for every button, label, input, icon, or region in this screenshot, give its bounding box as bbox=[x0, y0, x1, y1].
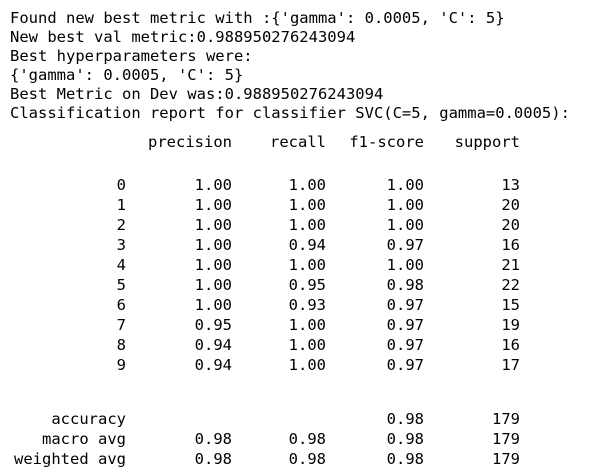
row-recall: 1.00 bbox=[288, 176, 326, 194]
log-line: Best hyperparameters were: bbox=[10, 47, 253, 65]
row-support: 15 bbox=[501, 296, 520, 314]
row-f1: 0.97 bbox=[386, 316, 424, 334]
row-label: 4 bbox=[116, 256, 126, 274]
row-label: weighted avg bbox=[14, 450, 126, 468]
row-precision: 0.94 bbox=[194, 336, 232, 354]
row-recall: 1.00 bbox=[288, 316, 326, 334]
row-precision: 1.00 bbox=[194, 216, 232, 234]
row-label: 3 bbox=[116, 236, 126, 254]
row-support: 13 bbox=[501, 176, 520, 194]
row-f1: 0.97 bbox=[386, 356, 424, 374]
row-precision: 0.98 bbox=[194, 450, 232, 468]
row-recall: 1.00 bbox=[288, 196, 326, 214]
row-f1: 0.97 bbox=[386, 336, 424, 354]
row-f1: 1.00 bbox=[386, 216, 424, 234]
row-f1: 1.00 bbox=[386, 256, 424, 274]
header-f1-score: f1-score bbox=[349, 133, 424, 151]
row-support: 20 bbox=[501, 216, 520, 234]
row-support: 16 bbox=[501, 236, 520, 254]
row-f1: 1.00 bbox=[386, 196, 424, 214]
row-label: 9 bbox=[116, 356, 126, 374]
row-recall: 0.98 bbox=[288, 450, 326, 468]
row-precision: 1.00 bbox=[194, 196, 232, 214]
row-support: 16 bbox=[501, 336, 520, 354]
row-precision: 1.00 bbox=[194, 296, 232, 314]
row-f1: 0.98 bbox=[386, 276, 424, 294]
row-precision: 0.98 bbox=[194, 430, 232, 448]
row-recall: 1.00 bbox=[288, 256, 326, 274]
row-precision: 1.00 bbox=[194, 276, 232, 294]
row-precision: 0.95 bbox=[194, 316, 232, 334]
row-support: 19 bbox=[501, 316, 520, 334]
header-recall: recall bbox=[270, 133, 326, 151]
row-f1: 0.98 bbox=[386, 410, 424, 428]
log-line: {'gamma': 0.0005, 'C': 5} bbox=[10, 66, 244, 84]
row-support: 20 bbox=[501, 196, 520, 214]
row-f1: 0.98 bbox=[386, 430, 424, 448]
row-recall: 1.00 bbox=[288, 216, 326, 234]
row-precision: 1.00 bbox=[194, 256, 232, 274]
row-label: 1 bbox=[116, 196, 126, 214]
row-label: 7 bbox=[116, 316, 126, 334]
row-f1: 0.97 bbox=[386, 296, 424, 314]
row-precision: 1.00 bbox=[194, 236, 232, 254]
row-label: macro avg bbox=[42, 430, 126, 448]
row-f1: 1.00 bbox=[386, 176, 424, 194]
log-line: New best val metric:0.988950276243094 bbox=[10, 28, 356, 46]
row-label: accuracy bbox=[51, 410, 126, 428]
row-label: 8 bbox=[116, 336, 126, 354]
row-recall bbox=[238, 409, 326, 429]
log-line: Found new best metric with :{'gamma': 0.… bbox=[10, 9, 505, 27]
row-support: 179 bbox=[492, 410, 520, 428]
log-line: Best Metric on Dev was:0.988950276243094 bbox=[10, 85, 384, 103]
row-label: 6 bbox=[116, 296, 126, 314]
row-label: 5 bbox=[116, 276, 126, 294]
row-recall: 0.93 bbox=[288, 296, 326, 314]
row-support: 21 bbox=[501, 256, 520, 274]
row-support: 17 bbox=[501, 356, 520, 374]
row-precision: 0.94 bbox=[194, 356, 232, 374]
row-precision: 1.00 bbox=[194, 176, 232, 194]
header-precision: precision bbox=[148, 133, 232, 151]
row-f1: 0.97 bbox=[386, 236, 424, 254]
row-support: 179 bbox=[492, 450, 520, 468]
row-label: 0 bbox=[116, 176, 126, 194]
row-precision bbox=[140, 409, 232, 429]
row-support: 22 bbox=[501, 276, 520, 294]
row-recall: 1.00 bbox=[288, 356, 326, 374]
row-recall: 1.00 bbox=[288, 336, 326, 354]
header-support: support bbox=[454, 133, 520, 151]
log-line: Classification report for classifier SVC… bbox=[10, 104, 570, 122]
row-recall: 0.95 bbox=[288, 276, 326, 294]
row-recall: 0.94 bbox=[288, 236, 326, 254]
row-support: 179 bbox=[492, 430, 520, 448]
row-label: 2 bbox=[116, 216, 126, 234]
row-f1: 0.98 bbox=[386, 450, 424, 468]
row-recall: 0.98 bbox=[288, 430, 326, 448]
